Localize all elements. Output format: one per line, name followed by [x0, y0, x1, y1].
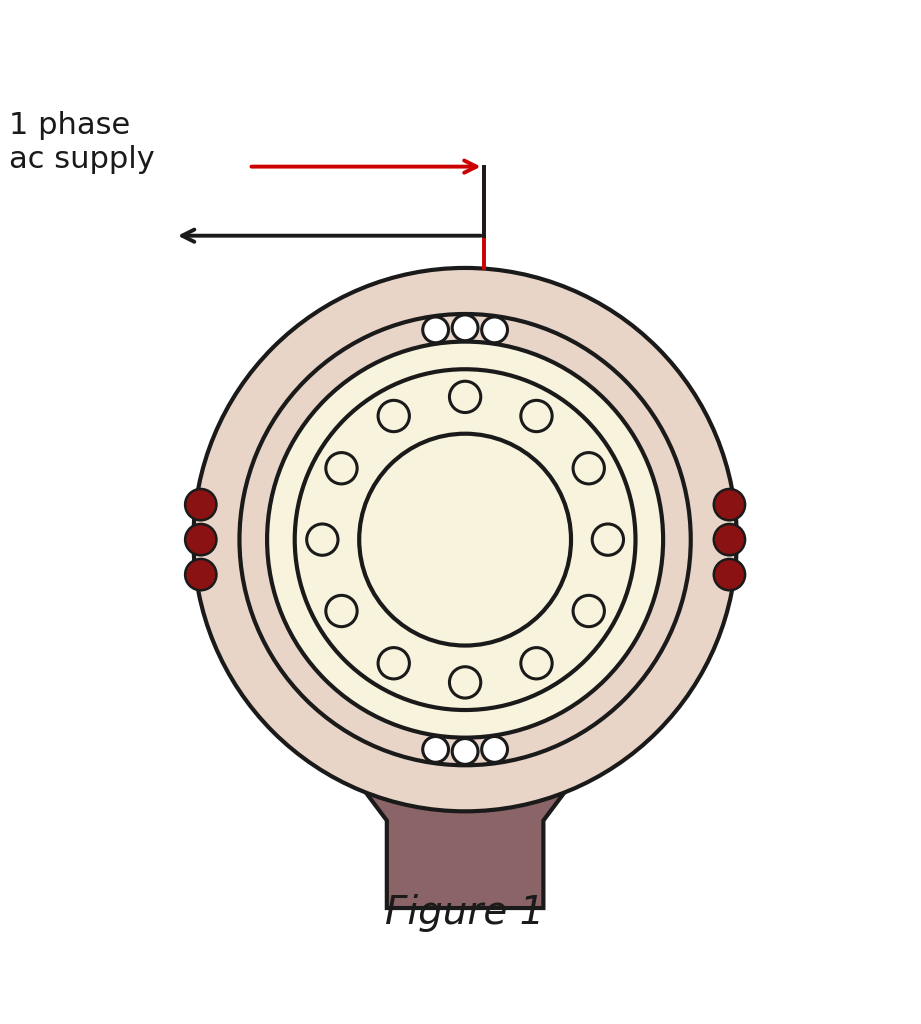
Circle shape	[573, 595, 604, 627]
Circle shape	[714, 489, 745, 520]
Circle shape	[714, 524, 745, 555]
Circle shape	[521, 647, 553, 679]
Circle shape	[452, 738, 478, 764]
Circle shape	[482, 317, 507, 343]
Circle shape	[592, 524, 624, 555]
Circle shape	[295, 370, 635, 710]
Circle shape	[449, 667, 481, 698]
Circle shape	[267, 342, 663, 737]
Circle shape	[193, 268, 737, 811]
Circle shape	[185, 524, 216, 555]
Circle shape	[239, 314, 691, 765]
Circle shape	[573, 453, 604, 484]
Circle shape	[185, 489, 216, 520]
Circle shape	[326, 453, 357, 484]
Text: 1 phase
ac supply: 1 phase ac supply	[9, 112, 155, 174]
Circle shape	[359, 434, 571, 645]
Circle shape	[326, 595, 357, 627]
Polygon shape	[359, 783, 571, 908]
Circle shape	[482, 736, 507, 762]
Circle shape	[378, 647, 409, 679]
Circle shape	[185, 559, 216, 590]
Circle shape	[423, 317, 449, 343]
Circle shape	[449, 381, 481, 413]
Circle shape	[307, 524, 338, 555]
Circle shape	[452, 315, 478, 341]
Circle shape	[521, 400, 553, 432]
Circle shape	[423, 736, 449, 762]
Circle shape	[379, 400, 409, 432]
Circle shape	[714, 559, 745, 590]
Text: Figure 1: Figure 1	[385, 894, 545, 932]
